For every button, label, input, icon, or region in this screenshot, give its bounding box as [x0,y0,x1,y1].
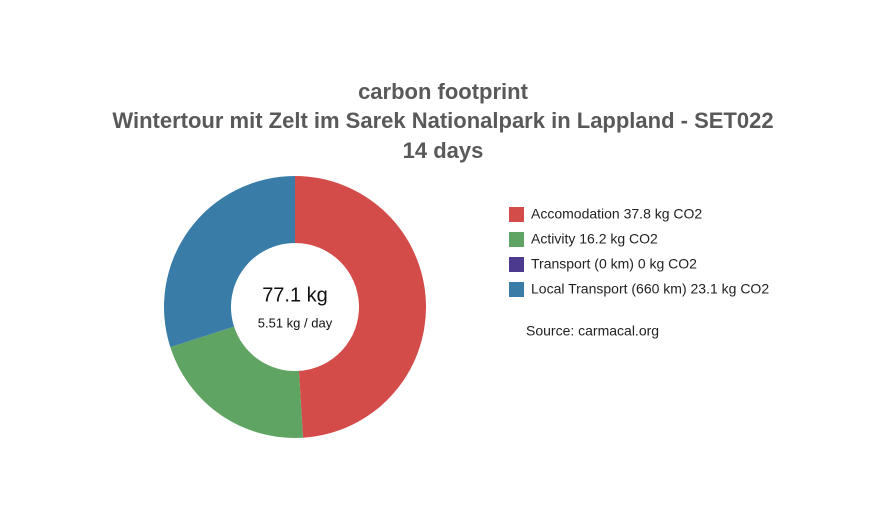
legend-label: Transport (0 km) 0 kg CO2 [531,256,697,272]
donut-slice [164,176,295,348]
legend-label: Activity 16.2 kg CO2 [531,231,658,247]
legend-swatch [509,232,524,247]
donut-slice [295,176,427,438]
legend-label: Accomodation 37.8 kg CO2 [531,206,702,222]
chart-title: Wintertour mit Zelt im Sarek Nationalpar… [112,108,773,133]
legend-label: Local Transport (660 km) 23.1 kg CO2 [531,281,769,297]
legend-swatch [509,282,524,297]
legend-swatch [509,207,524,222]
chart-title: 14 days [403,138,484,163]
center-total: 77.1 kg [262,284,328,306]
center-per-day: 5.51 kg / day [258,315,333,330]
source: Source: carmacal.org [526,323,659,339]
donut-slice [170,326,304,439]
chart-title: carbon footprint [358,79,529,104]
legend-swatch [509,257,524,272]
